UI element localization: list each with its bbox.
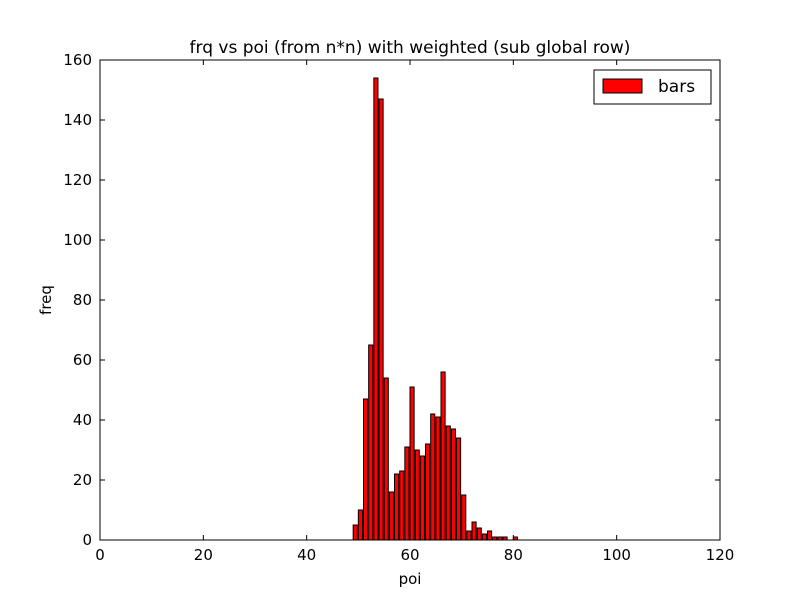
chart-title: frq vs poi (from n*n) with weighted (sub… — [190, 38, 631, 58]
bar — [461, 494, 467, 541]
y-axis-label: freq — [37, 285, 55, 315]
bar — [357, 509, 363, 541]
y-tick-label: 160 — [63, 51, 92, 69]
bar — [466, 530, 472, 541]
bar — [373, 77, 379, 541]
y-tick-label: 60 — [73, 351, 92, 369]
legend: bars — [593, 69, 712, 105]
bar — [440, 371, 446, 541]
bar — [425, 443, 431, 541]
x-tick-label: 120 — [706, 546, 735, 564]
bar — [363, 398, 369, 541]
bar — [471, 521, 477, 541]
bar — [352, 524, 358, 541]
y-tick-label: 40 — [73, 411, 92, 429]
bar — [481, 533, 487, 541]
bar — [487, 530, 493, 541]
legend-swatch — [602, 78, 643, 94]
x-tick-label: 100 — [602, 546, 631, 564]
bar — [388, 491, 394, 541]
bar — [445, 425, 451, 541]
bar — [435, 416, 441, 541]
y-tick-label: 0 — [82, 531, 92, 549]
y-tick-label: 120 — [63, 171, 92, 189]
bar — [430, 413, 436, 541]
x-axis-label: poi — [399, 570, 422, 588]
y-tick-label: 140 — [63, 111, 92, 129]
x-tick-label: 80 — [504, 546, 523, 564]
x-tick-label: 40 — [297, 546, 316, 564]
legend-label: bars — [658, 77, 695, 97]
bar — [404, 446, 410, 541]
bar — [378, 98, 384, 541]
bar — [456, 437, 462, 541]
x-tick-label: 20 — [194, 546, 213, 564]
y-tick-label: 20 — [73, 471, 92, 489]
bar — [409, 386, 415, 541]
bar — [399, 470, 405, 541]
x-tick-label: 0 — [95, 546, 105, 564]
bar — [383, 377, 389, 541]
x-axis-ticks: 0 20 40 60 80 100 120 — [95, 60, 734, 564]
y-tick-label: 80 — [73, 291, 92, 309]
bar — [419, 455, 425, 541]
bars-group — [352, 77, 518, 541]
y-tick-label: 100 — [63, 231, 92, 249]
bar — [414, 449, 420, 541]
bar — [476, 527, 482, 541]
y-axis-ticks: 0 20 40 60 80 100 120 140 160 — [63, 51, 720, 549]
bar — [394, 473, 400, 541]
bar — [368, 344, 374, 541]
x-tick-label: 60 — [400, 546, 419, 564]
bar — [450, 428, 456, 541]
